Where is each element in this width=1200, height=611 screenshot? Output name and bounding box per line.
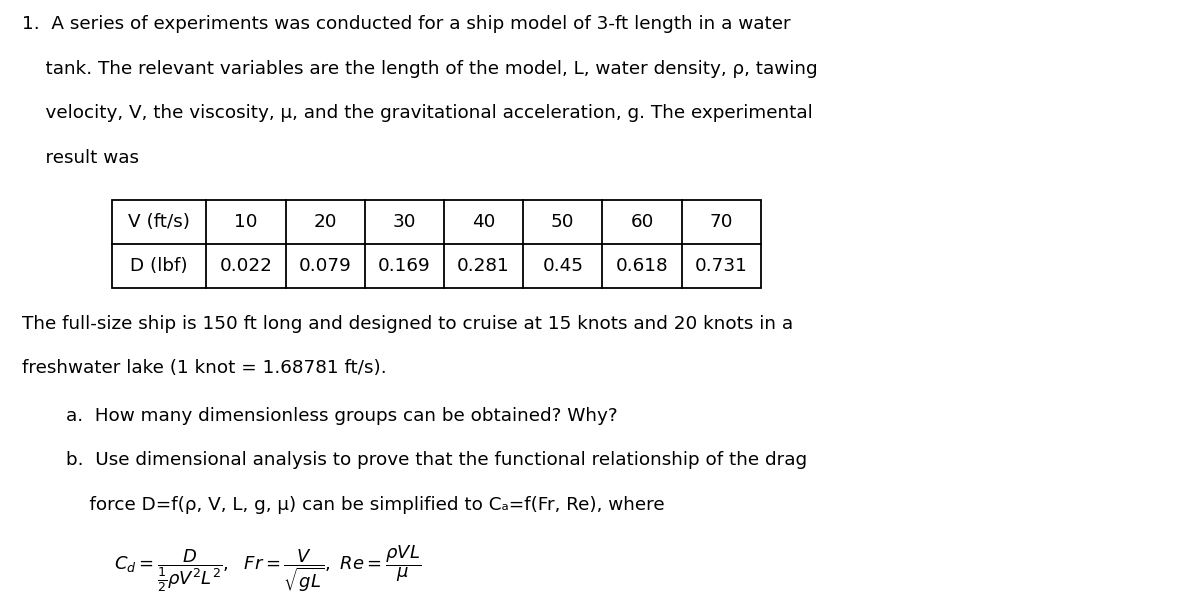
Text: 40: 40 <box>472 213 496 231</box>
Text: 70: 70 <box>709 213 733 231</box>
Text: 20: 20 <box>313 213 337 231</box>
Text: a.  How many dimensionless groups can be obtained? Why?: a. How many dimensionless groups can be … <box>66 407 618 425</box>
Text: 50: 50 <box>551 213 575 231</box>
Text: 10: 10 <box>234 213 258 231</box>
Text: 0.731: 0.731 <box>695 257 748 275</box>
Text: 60: 60 <box>630 213 654 231</box>
Text: D (lbf): D (lbf) <box>130 257 188 275</box>
Text: 0.169: 0.169 <box>378 257 431 275</box>
Text: force D=f(ρ, V, L, g, μ) can be simplified to Cₐ=f(Fr, Re), where: force D=f(ρ, V, L, g, μ) can be simplifi… <box>66 496 665 514</box>
Text: 0.022: 0.022 <box>220 257 272 275</box>
Text: 1.  A series of experiments was conducted for a ship model of 3-ft length in a w: 1. A series of experiments was conducted… <box>22 15 791 33</box>
Text: 0.079: 0.079 <box>299 257 352 275</box>
Text: 30: 30 <box>392 213 416 231</box>
Text: velocity, V, the viscosity, μ, and the gravitational acceleration, g. The experi: velocity, V, the viscosity, μ, and the g… <box>22 104 812 122</box>
Text: result was: result was <box>22 149 139 167</box>
FancyBboxPatch shape <box>112 200 761 288</box>
Text: freshwater lake (1 knot = 1.68781 ft/s).: freshwater lake (1 knot = 1.68781 ft/s). <box>22 359 386 377</box>
Text: b.  Use dimensional analysis to prove that the functional relationship of the dr: b. Use dimensional analysis to prove tha… <box>66 452 808 469</box>
Text: 0.281: 0.281 <box>457 257 510 275</box>
Text: 0.45: 0.45 <box>542 257 583 275</box>
Text: The full-size ship is 150 ft long and designed to cruise at 15 knots and 20 knot: The full-size ship is 150 ft long and de… <box>22 315 793 332</box>
Text: $C_d = \dfrac{D}{\frac{1}{2}\rho V^2 L^2}$$,\ \ Fr = \dfrac{V}{\sqrt{gL}}$$,\ Re: $C_d = \dfrac{D}{\frac{1}{2}\rho V^2 L^2… <box>114 544 421 595</box>
Text: V (ft/s): V (ft/s) <box>128 213 190 231</box>
Text: tank. The relevant variables are the length of the model, L, water density, ρ, t: tank. The relevant variables are the len… <box>22 60 817 78</box>
Text: 0.618: 0.618 <box>616 257 668 275</box>
